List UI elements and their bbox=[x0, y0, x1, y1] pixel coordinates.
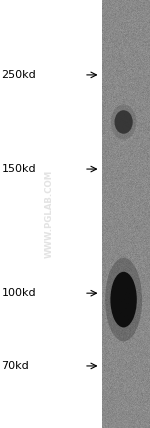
Text: 250kd: 250kd bbox=[2, 70, 36, 80]
Ellipse shape bbox=[110, 272, 137, 327]
Text: 70kd: 70kd bbox=[2, 361, 29, 371]
Text: WWW.PGLAB.COM: WWW.PGLAB.COM bbox=[45, 170, 54, 258]
Bar bbox=[102, 0, 150, 428]
Ellipse shape bbox=[105, 258, 142, 342]
Ellipse shape bbox=[114, 110, 133, 134]
Text: 100kd: 100kd bbox=[2, 288, 36, 298]
Ellipse shape bbox=[111, 104, 136, 140]
Text: 150kd: 150kd bbox=[2, 164, 36, 174]
